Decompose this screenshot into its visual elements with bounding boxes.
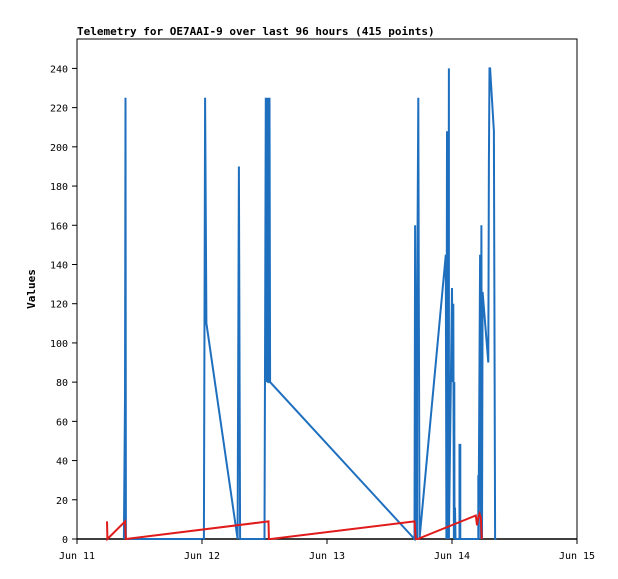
- y-tick-label: 140: [50, 260, 68, 271]
- x-tick-label: Jun 14: [434, 551, 470, 562]
- y-tick-label: 220: [50, 104, 68, 115]
- x-axis: Jun 11 Jun 12 Jun 13 Jun 14 Jun 15: [59, 539, 595, 562]
- y-tick-label: 240: [50, 64, 68, 75]
- y-tick-label: 180: [50, 182, 68, 193]
- y-tick-label: 40: [56, 457, 68, 468]
- x-tick-label: Jun 13: [309, 551, 345, 562]
- y-tick-label: 160: [50, 221, 68, 232]
- x-tick-label: Jun 12: [184, 551, 220, 562]
- y-axis: 0 20 40 60 80 100 120 140 160 180 200 220 240: [50, 64, 77, 546]
- y-axis-label: Values: [25, 269, 38, 309]
- y-tick-label: 120: [50, 300, 68, 311]
- plot-frame: [76, 38, 578, 540]
- series-layer: [77, 67, 577, 542]
- chart-title: Telemetry for OE7AAI-9 over last 96 hour…: [77, 25, 435, 38]
- y-tick-label: 60: [56, 417, 68, 428]
- y-tick-label: 200: [50, 143, 68, 154]
- y-tick-label: 0: [62, 535, 68, 546]
- plot-area: [76, 38, 578, 542]
- x-tick-label: Jun 11: [59, 551, 95, 562]
- x-tick-label: Jun 15: [559, 551, 595, 562]
- y-tick-label: 80: [56, 378, 68, 389]
- y-tick-label: 100: [50, 339, 68, 350]
- y-tick-label: 20: [56, 496, 68, 507]
- series-line-red: [106, 510, 483, 542]
- series-line-blue: [122, 67, 497, 542]
